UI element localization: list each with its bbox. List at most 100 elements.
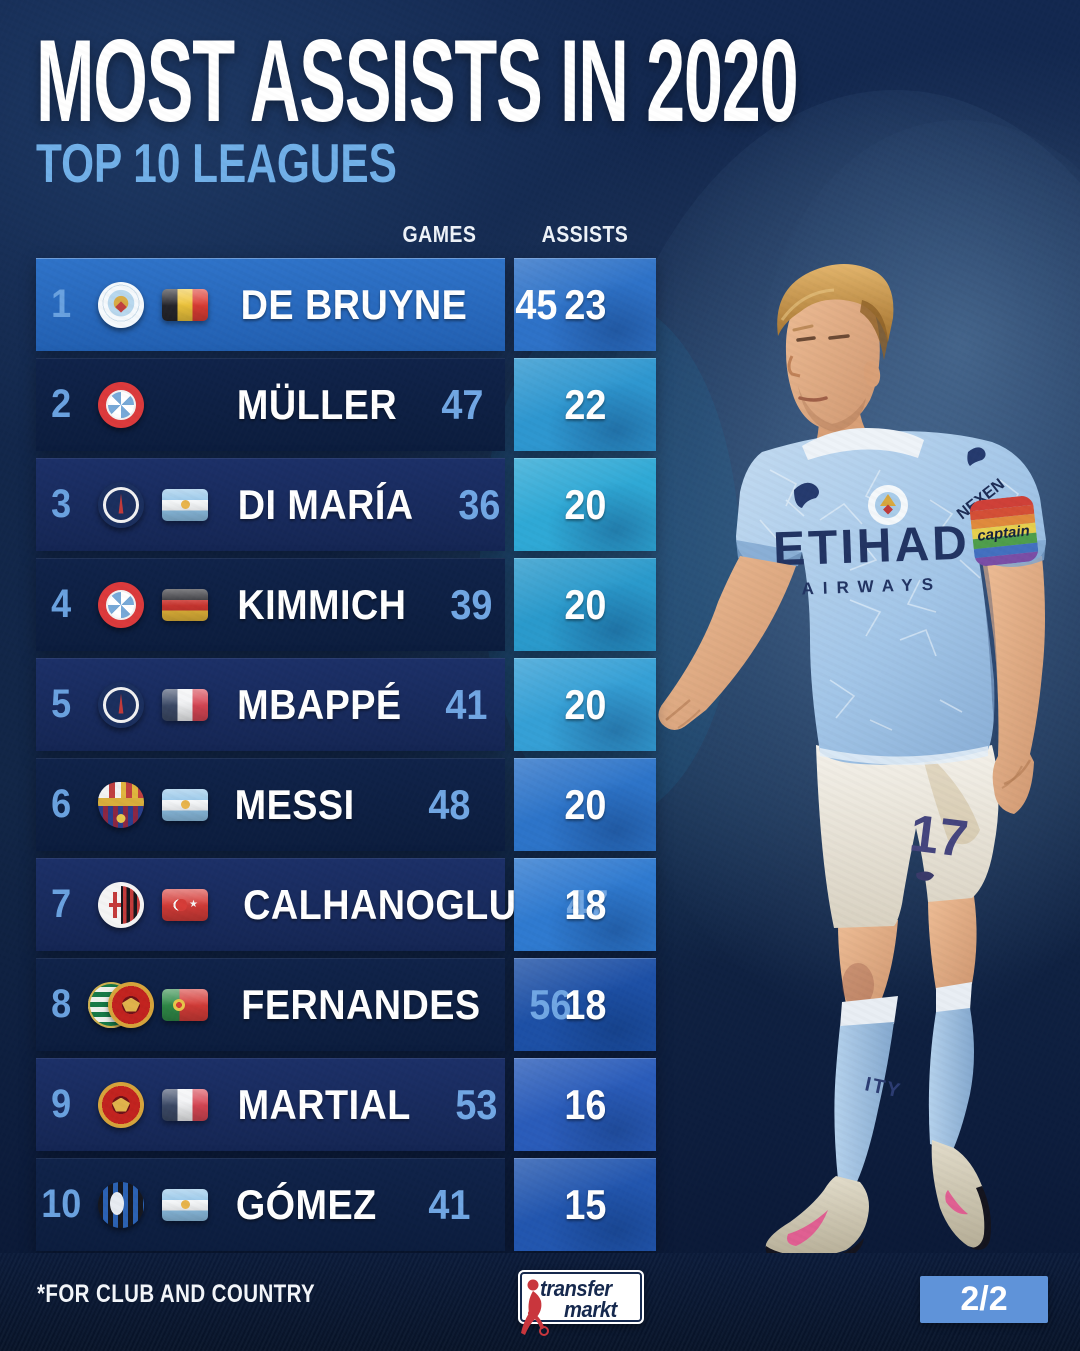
rank-label: 7 <box>50 882 72 926</box>
page-title: MOST ASSISTS IN 2020 <box>36 15 799 146</box>
flag-slot <box>156 1088 214 1121</box>
player-name-cell: MBAPPÉ <box>214 681 411 729</box>
games-value: 36 <box>458 480 501 528</box>
club-badges <box>86 881 156 928</box>
club-badges <box>86 781 156 828</box>
club-badge-barcelona-icon <box>98 781 144 828</box>
player-name: KIMMICH <box>237 580 407 628</box>
games-value: 41 <box>445 680 488 728</box>
games-cell: 45 <box>480 281 592 329</box>
armband-text: captain <box>977 522 1031 544</box>
column-header-games: GAMES <box>402 221 476 247</box>
club-badge-manchester-united-icon <box>108 981 154 1028</box>
table-row-2: 2 MÜLLER 47 22 <box>36 358 656 451</box>
player-name: MÜLLER <box>236 380 398 428</box>
player-name-cell: KIMMICH <box>214 581 416 629</box>
collar <box>802 428 924 460</box>
shirt-number: 17 <box>907 804 971 869</box>
assists-value: 20 <box>563 580 607 628</box>
jersey-pattern <box>759 469 1020 731</box>
player-name: FERNANDES <box>241 980 481 1028</box>
rank-cell: 4 <box>36 582 86 627</box>
rank-label: 9 <box>50 1082 72 1126</box>
player-jersey: ETIHAD AIRWAYS NEXEN captain <box>736 428 1046 765</box>
table-row-5: 5 MBAPPÉ 41 20 <box>36 658 656 751</box>
rank-cell: 6 <box>36 782 86 827</box>
rank-label: 4 <box>50 582 72 626</box>
column-gap <box>505 258 514 351</box>
games-cell: 48 <box>393 781 505 829</box>
row-main: 8 FERNANDES 56 <box>36 958 571 1051</box>
column-gap <box>505 1158 514 1251</box>
player-name-cell: DI MARÍA <box>214 481 423 529</box>
player-name-cell: FERNANDES <box>214 981 494 1029</box>
club-badges <box>86 981 156 1028</box>
rank-cell: 1 <box>36 282 86 327</box>
flag-slot <box>156 888 214 921</box>
rank-label: 10 <box>40 1182 82 1226</box>
club-crest-icon <box>868 485 908 525</box>
club-badge-manchester-united-icon <box>98 1081 144 1128</box>
row-main: 2 MÜLLER 47 <box>36 358 505 451</box>
flag-slot <box>156 988 214 1021</box>
column-gap <box>505 358 514 451</box>
flag-argentina-icon <box>162 1188 208 1221</box>
assists-cell: 20 <box>514 758 656 851</box>
assists-cell: 20 <box>514 458 656 551</box>
captain-armband <box>968 494 1040 568</box>
assists-value: 15 <box>563 1180 607 1228</box>
flag-slot <box>156 788 214 821</box>
club-badges <box>86 1181 156 1228</box>
puma-chest-icon <box>794 482 819 508</box>
games-cell: 56 <box>494 981 606 1029</box>
games-cell: 47 <box>532 881 644 929</box>
assists-cell: 20 <box>514 558 656 651</box>
row-main: 6 MESSI 48 <box>36 758 505 851</box>
games-cell: 53 <box>420 1081 532 1129</box>
table-row-7: 7 CALHANOGLU 47 18 <box>36 858 656 951</box>
games-cell: 47 <box>406 381 518 429</box>
rank-cell: 10 <box>36 1182 86 1227</box>
games-cell: 36 <box>423 481 535 529</box>
games-value: 41 <box>427 1180 471 1228</box>
brand-word-2: markt <box>564 1297 617 1322</box>
flag-slot <box>156 1188 214 1221</box>
transfermarkt-figure-icon <box>521 1279 549 1336</box>
row-main: 7 CALHANOGLU 47 <box>36 858 609 951</box>
club-badges <box>86 381 156 428</box>
table-row-8: 8 FERNANDES 56 18 <box>36 958 656 1051</box>
flag-slot <box>156 389 214 421</box>
club-badge-psg-icon <box>98 481 144 528</box>
row-main: 10 GÓMEZ 41 <box>36 1158 505 1251</box>
club-badge-manchester-city-icon <box>98 281 144 328</box>
ear <box>863 361 881 387</box>
assists-value: 20 <box>563 780 607 828</box>
jersey-sponsor: ETIHAD <box>772 517 970 577</box>
player-left-arm <box>658 556 796 730</box>
row-main: 3 DI MARÍA 36 <box>36 458 505 551</box>
rank-label: 8 <box>50 982 72 1026</box>
player-name-cell: CALHANOGLU <box>214 881 532 929</box>
player-name: CALHANOGLU <box>243 880 517 928</box>
table-row-1: 1 DE BRUYNE 45 23 <box>36 258 656 351</box>
flag-slot <box>156 688 214 721</box>
assists-cell: 23 <box>514 258 656 351</box>
club-badge-psg-icon <box>98 681 144 728</box>
brand-word-1: transfer <box>540 1276 612 1301</box>
column-gap <box>505 958 514 1051</box>
player-figure: ITY 17 <box>658 264 1046 1264</box>
rank-cell: 7 <box>36 882 86 927</box>
sock-text: ITY <box>863 1073 904 1102</box>
assists-value: 22 <box>563 380 607 428</box>
rank-label: 6 <box>50 782 72 826</box>
column-gap <box>505 658 514 751</box>
club-badge-atalanta-icon <box>98 1181 144 1228</box>
player-name-cell: GÓMEZ <box>214 1181 393 1229</box>
games-cell: 39 <box>416 581 528 629</box>
flag-slot <box>156 488 214 521</box>
flag-slot <box>156 588 214 621</box>
club-badges <box>86 581 156 628</box>
flag-argentina-icon <box>162 488 208 521</box>
rank-label: 5 <box>50 682 72 726</box>
column-gap <box>505 458 514 551</box>
